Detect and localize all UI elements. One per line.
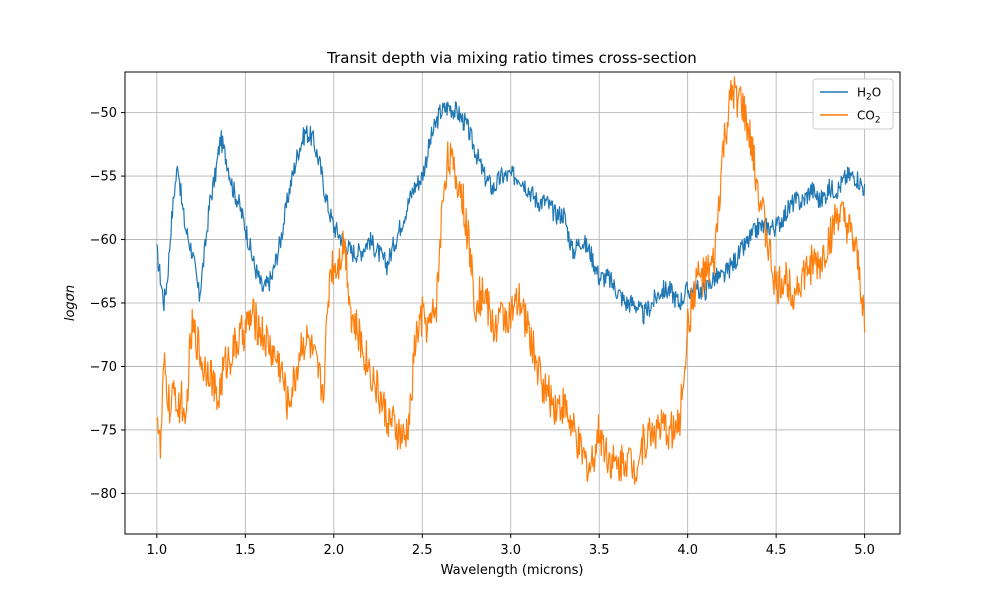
x-tick-label: 4.0 <box>677 543 698 558</box>
series-line-co2 <box>156 76 866 485</box>
gridlines <box>125 72 900 534</box>
x-tick-label: 4.5 <box>766 543 787 558</box>
legend-label-tail: O <box>872 86 881 100</box>
y-tick-label: −60 <box>90 233 117 248</box>
y-tick-label: −70 <box>90 360 117 375</box>
x-axis-label: Wavelength (microns) <box>441 563 584 578</box>
legend-entry-label: CO2 <box>857 109 881 126</box>
legend-label-subscript: 2 <box>866 93 872 103</box>
series-line-h2o <box>156 101 866 325</box>
legend-label-main: H <box>857 86 866 100</box>
ticks: 1.0 1.5 2.0 2.5 3.0 3.5 4.0 4.5 5.0 −80 −75 −70 −65 −… <box>90 106 875 558</box>
legend-entry-label: H2O <box>857 86 881 103</box>
legend-label-main: CO <box>857 109 875 123</box>
y-tick-label: −75 <box>90 423 117 438</box>
y-axis-label: logσn <box>63 285 78 321</box>
y-tick-label: −65 <box>90 297 117 312</box>
series-layer <box>156 76 866 485</box>
x-tick-label: 2.5 <box>412 543 433 558</box>
legend-label-subscript: 2 <box>875 116 881 126</box>
y-tick-label: −80 <box>90 487 117 502</box>
chart-title: Transit depth via mixing ratio times cro… <box>326 49 697 67</box>
x-tick-label: 1.5 <box>235 543 256 558</box>
x-tick-label: 1.0 <box>147 543 168 558</box>
x-tick-label: 3.5 <box>589 543 610 558</box>
x-tick-label: 3.0 <box>500 543 521 558</box>
y-tick-label: −55 <box>90 170 117 185</box>
x-tick-label: 2.0 <box>323 543 344 558</box>
y-tick-label: −50 <box>90 106 117 121</box>
x-tick-label: 5.0 <box>854 543 875 558</box>
